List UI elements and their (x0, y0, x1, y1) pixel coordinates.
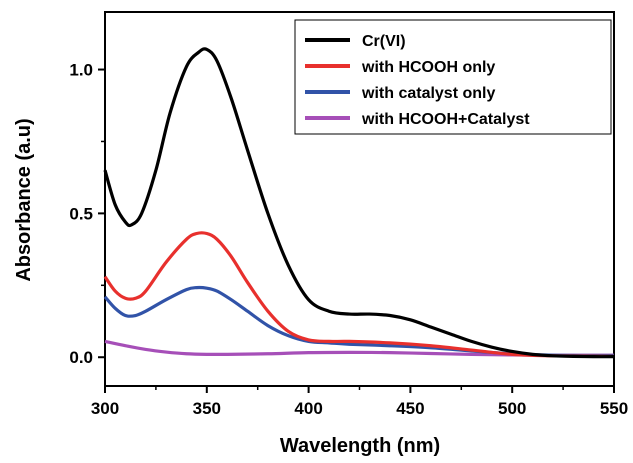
y-tick-label: 0.0 (69, 348, 93, 367)
series-line-cr-vi (103, 47, 615, 359)
series-line-with-hcooh-catalyst (104, 339, 615, 357)
y-tick-label: 0.5 (69, 204, 93, 223)
x-tick-label: 450 (396, 399, 424, 418)
x-tick-label: 550 (600, 399, 628, 418)
legend: Cr(VI) with HCOOH only with catalyst only w… (294, 19, 612, 135)
x-axis-ticks: 300 350 400 450 500 550 (91, 386, 628, 418)
x-tick-label: 300 (91, 399, 119, 418)
legend-label-with-hcooh-only: with HCOOH only (361, 59, 495, 76)
series-curves (103, 47, 615, 359)
y-axis-ticks: 0.0 0.5 1.0 (69, 61, 105, 367)
x-tick-label: 500 (498, 399, 526, 418)
x-tick-label: 350 (193, 399, 221, 418)
legend-label-cr-vi: Cr(VI) (362, 33, 406, 50)
legend-label-with-hcooh-catalyst: with HCOOH+Catalyst (361, 111, 530, 128)
x-axis-title: Wavelength (nm) (280, 435, 440, 457)
y-tick-label: 1.0 (69, 61, 93, 80)
series-line-with-catalyst-only (103, 285, 615, 358)
x-tick-label: 400 (294, 399, 322, 418)
y-axis-title: Absorbance (a.u) (13, 118, 35, 281)
series-line-with-hcooh-only (103, 231, 615, 358)
legend-label-with-catalyst-only: with catalyst only (361, 85, 495, 102)
